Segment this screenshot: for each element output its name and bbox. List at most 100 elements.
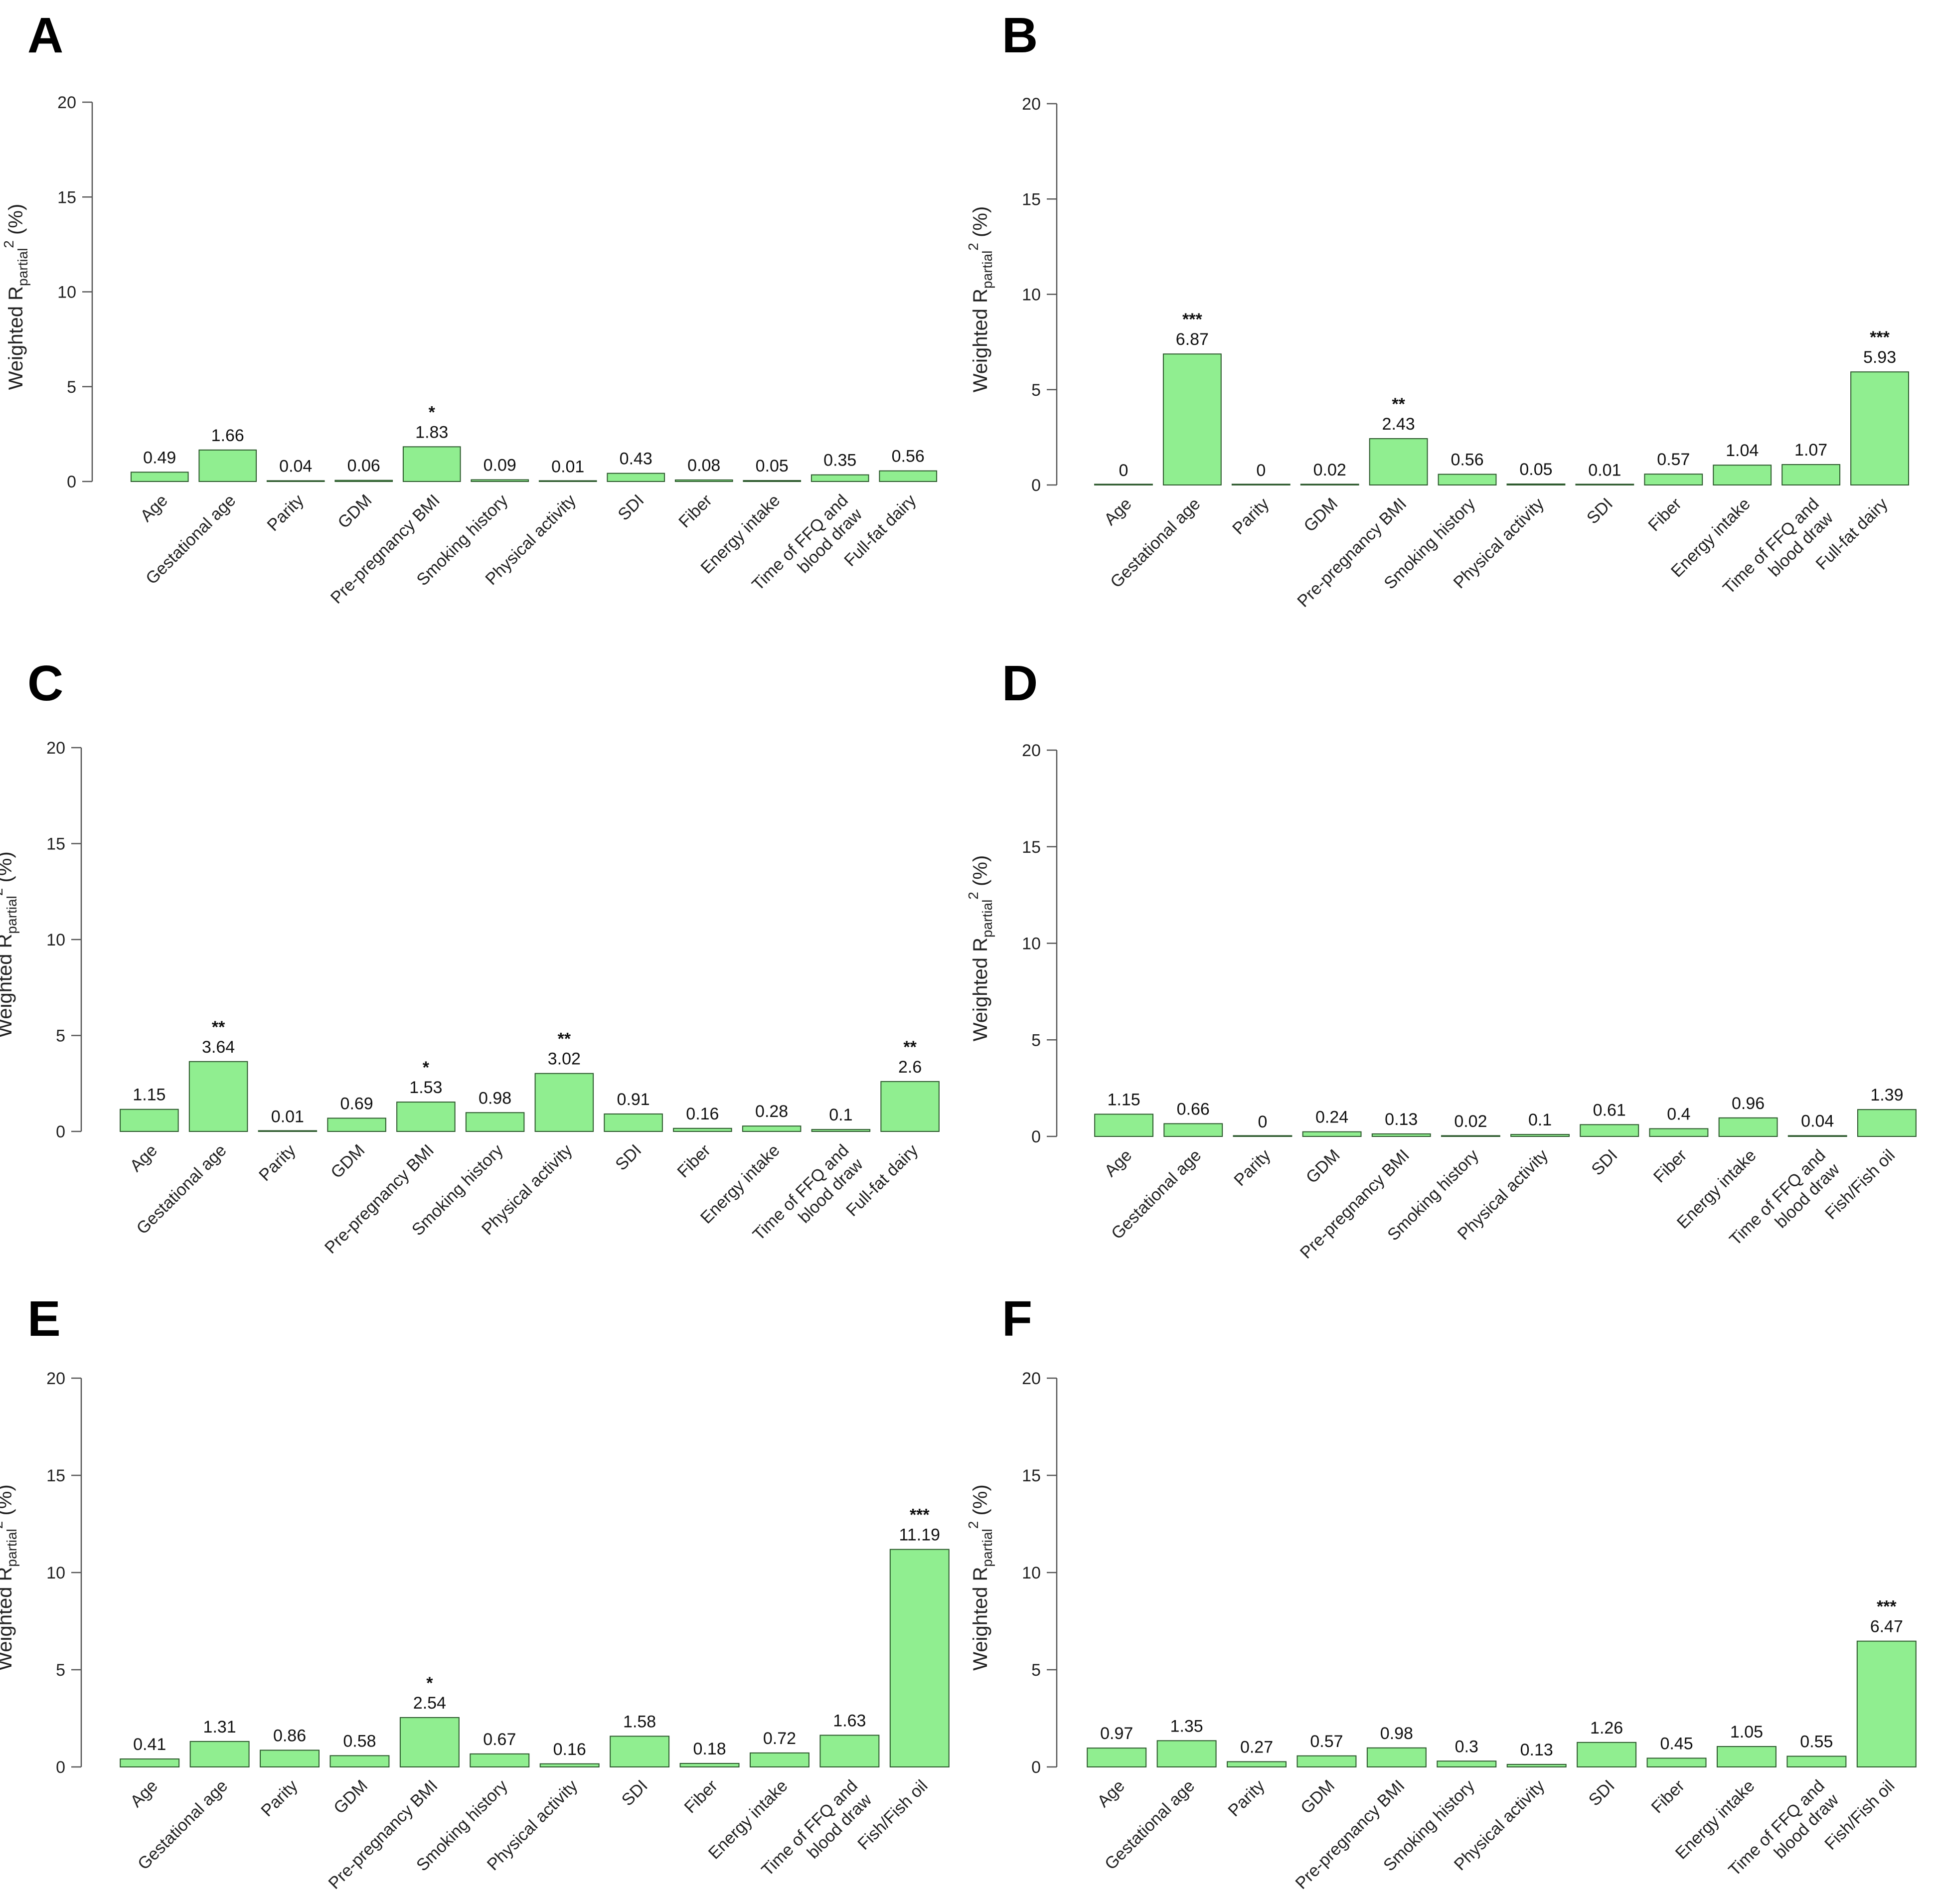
- value-label: 0.27: [1240, 1738, 1273, 1756]
- bar-age: [130, 472, 189, 482]
- y-axis-label-superscript: 2: [966, 892, 981, 900]
- y-tick-label: 15: [1022, 1466, 1041, 1485]
- x-tick-label-line: Fiber: [1650, 1146, 1691, 1187]
- x-tick-label-line: SDI: [1588, 1146, 1621, 1179]
- x-tick-label: Fish/Fish oil: [854, 1776, 931, 1854]
- bar-time-of-ffq-and-blood-draw: [1786, 1755, 1847, 1768]
- value-label: 0.72: [763, 1729, 796, 1748]
- value-label: 6.47: [1870, 1617, 1903, 1636]
- y-tick-label: 5: [1031, 381, 1041, 400]
- x-tick-label-line: SDI: [1585, 1776, 1618, 1810]
- value-label: 0.97: [1100, 1724, 1133, 1743]
- bar-fiber: [1646, 1757, 1707, 1767]
- value-label: 1.83: [415, 423, 448, 442]
- bar-fiber: [673, 1127, 732, 1132]
- y-axis-label-unit: (%): [0, 1484, 16, 1521]
- value-label: 0.3: [1455, 1737, 1478, 1756]
- y-axis-label-main: Weighted R: [0, 1567, 16, 1670]
- bar-energy-intake: [1713, 465, 1772, 485]
- bar-fiber: [679, 1762, 740, 1767]
- x-tick-label: GDM: [1302, 1146, 1344, 1187]
- significance-label: **: [1392, 395, 1405, 414]
- bar-smoking-history: [1438, 474, 1497, 486]
- x-tick-label: Age: [1101, 1146, 1136, 1181]
- x-tick-label-line: GDM: [330, 1776, 371, 1818]
- y-axis-label: Weighted Rpartial2 (%): [0, 1484, 19, 1670]
- bar-smoking-history: [1437, 1760, 1497, 1768]
- value-label: 1.26: [1590, 1719, 1623, 1738]
- x-tick-label-line: Fiber: [1644, 494, 1685, 535]
- bar-parity: [266, 480, 325, 482]
- y-axis-label-superscript: 2: [966, 1521, 981, 1529]
- bar-energy-intake: [1716, 1746, 1776, 1768]
- x-tick-label: Age: [127, 1776, 162, 1811]
- y-tick-label: 20: [46, 739, 65, 758]
- y-tick-label: 5: [1031, 1031, 1041, 1050]
- x-tick-label-line: GDM: [327, 1141, 368, 1182]
- x-tick-label: Age: [137, 491, 171, 526]
- bar-smoking-history: [470, 1753, 530, 1768]
- x-tick-label-line: Parity: [255, 1141, 299, 1185]
- y-tick-label: 20: [1022, 1369, 1041, 1388]
- x-tick-label: GDM: [327, 1141, 368, 1182]
- panel-letter-e: E: [27, 1291, 61, 1347]
- bar-time-of-ffq-and-blood-draw: [1781, 464, 1841, 486]
- y-tick-label: 15: [1022, 190, 1041, 209]
- x-tick-label-line: Fiber: [675, 491, 716, 532]
- x-tick-label: Age: [126, 1141, 161, 1176]
- value-label: 1.35: [1170, 1717, 1203, 1736]
- x-tick-label-line: GDM: [1302, 1146, 1344, 1187]
- bar-age: [1094, 1113, 1154, 1137]
- bar-parity: [260, 1749, 320, 1767]
- significance-label: ***: [910, 1506, 930, 1525]
- value-label: 0.69: [340, 1094, 373, 1113]
- value-label: 0.05: [756, 457, 789, 476]
- value-label: 1.07: [1794, 441, 1827, 460]
- value-label: 0.56: [892, 447, 925, 466]
- value-label: 0.43: [620, 450, 652, 469]
- x-tick-label: SDI: [1588, 1146, 1621, 1179]
- significance-label: ***: [1877, 1597, 1897, 1616]
- value-label: 0.98: [479, 1089, 511, 1108]
- y-axis-label-main: Weighted R: [0, 934, 16, 1037]
- value-label: 0.98: [1380, 1724, 1413, 1743]
- bar-age: [1094, 483, 1153, 485]
- value-label: 0.09: [484, 456, 516, 475]
- x-tick-label-line: Age: [127, 1776, 162, 1811]
- y-axis-label-main: Weighted R: [5, 286, 27, 390]
- value-label: 0.04: [1801, 1111, 1834, 1130]
- panel-letter-d: D: [1002, 655, 1038, 711]
- y-axis-label: Weighted Rpartial2 (%): [966, 855, 995, 1041]
- bar-parity: [1227, 1761, 1287, 1767]
- significance-label: **: [558, 1030, 571, 1049]
- y-tick-label: 10: [1022, 935, 1041, 953]
- significance-label: ***: [1182, 310, 1202, 329]
- y-tick-label: 15: [57, 188, 76, 207]
- value-label: 0.57: [1310, 1732, 1343, 1751]
- bar-fiber: [1644, 474, 1703, 486]
- x-tick-label: GDM: [330, 1776, 371, 1818]
- x-tick-label-line: Fish/Fish oil: [1821, 1146, 1899, 1223]
- y-axis-label-unit: (%): [5, 204, 27, 240]
- bar-time-of-ffq-and-blood-draw: [810, 474, 869, 482]
- value-label: 0.18: [693, 1740, 726, 1758]
- value-label: 0.58: [343, 1732, 376, 1750]
- value-label: 1.39: [1870, 1086, 1903, 1105]
- bar-physical-activity: [538, 480, 597, 482]
- bar-fish-fish-oil: [1857, 1109, 1917, 1137]
- value-label: 1.05: [1730, 1723, 1763, 1742]
- significance-label: ***: [1870, 328, 1890, 347]
- y-axis-label: Weighted Rpartial2 (%): [966, 1484, 995, 1670]
- value-label: 2.43: [1382, 415, 1415, 434]
- y-tick-label: 0: [67, 473, 76, 491]
- bar-parity: [1233, 1135, 1292, 1137]
- x-tick-label: Fiber: [681, 1776, 722, 1817]
- panel-a: A 0 5 10 15 20 Weighted Rpartial2 (%) 0.49 Age 1.…: [1, 7, 938, 608]
- y-tick-label: 20: [46, 1369, 65, 1388]
- value-label: 1.66: [211, 426, 244, 445]
- value-label: 2.54: [413, 1694, 446, 1713]
- value-label: 0.02: [1313, 461, 1346, 479]
- y-axis-label-subscript: partial: [4, 1529, 19, 1567]
- bar-smoking-history: [465, 1112, 525, 1132]
